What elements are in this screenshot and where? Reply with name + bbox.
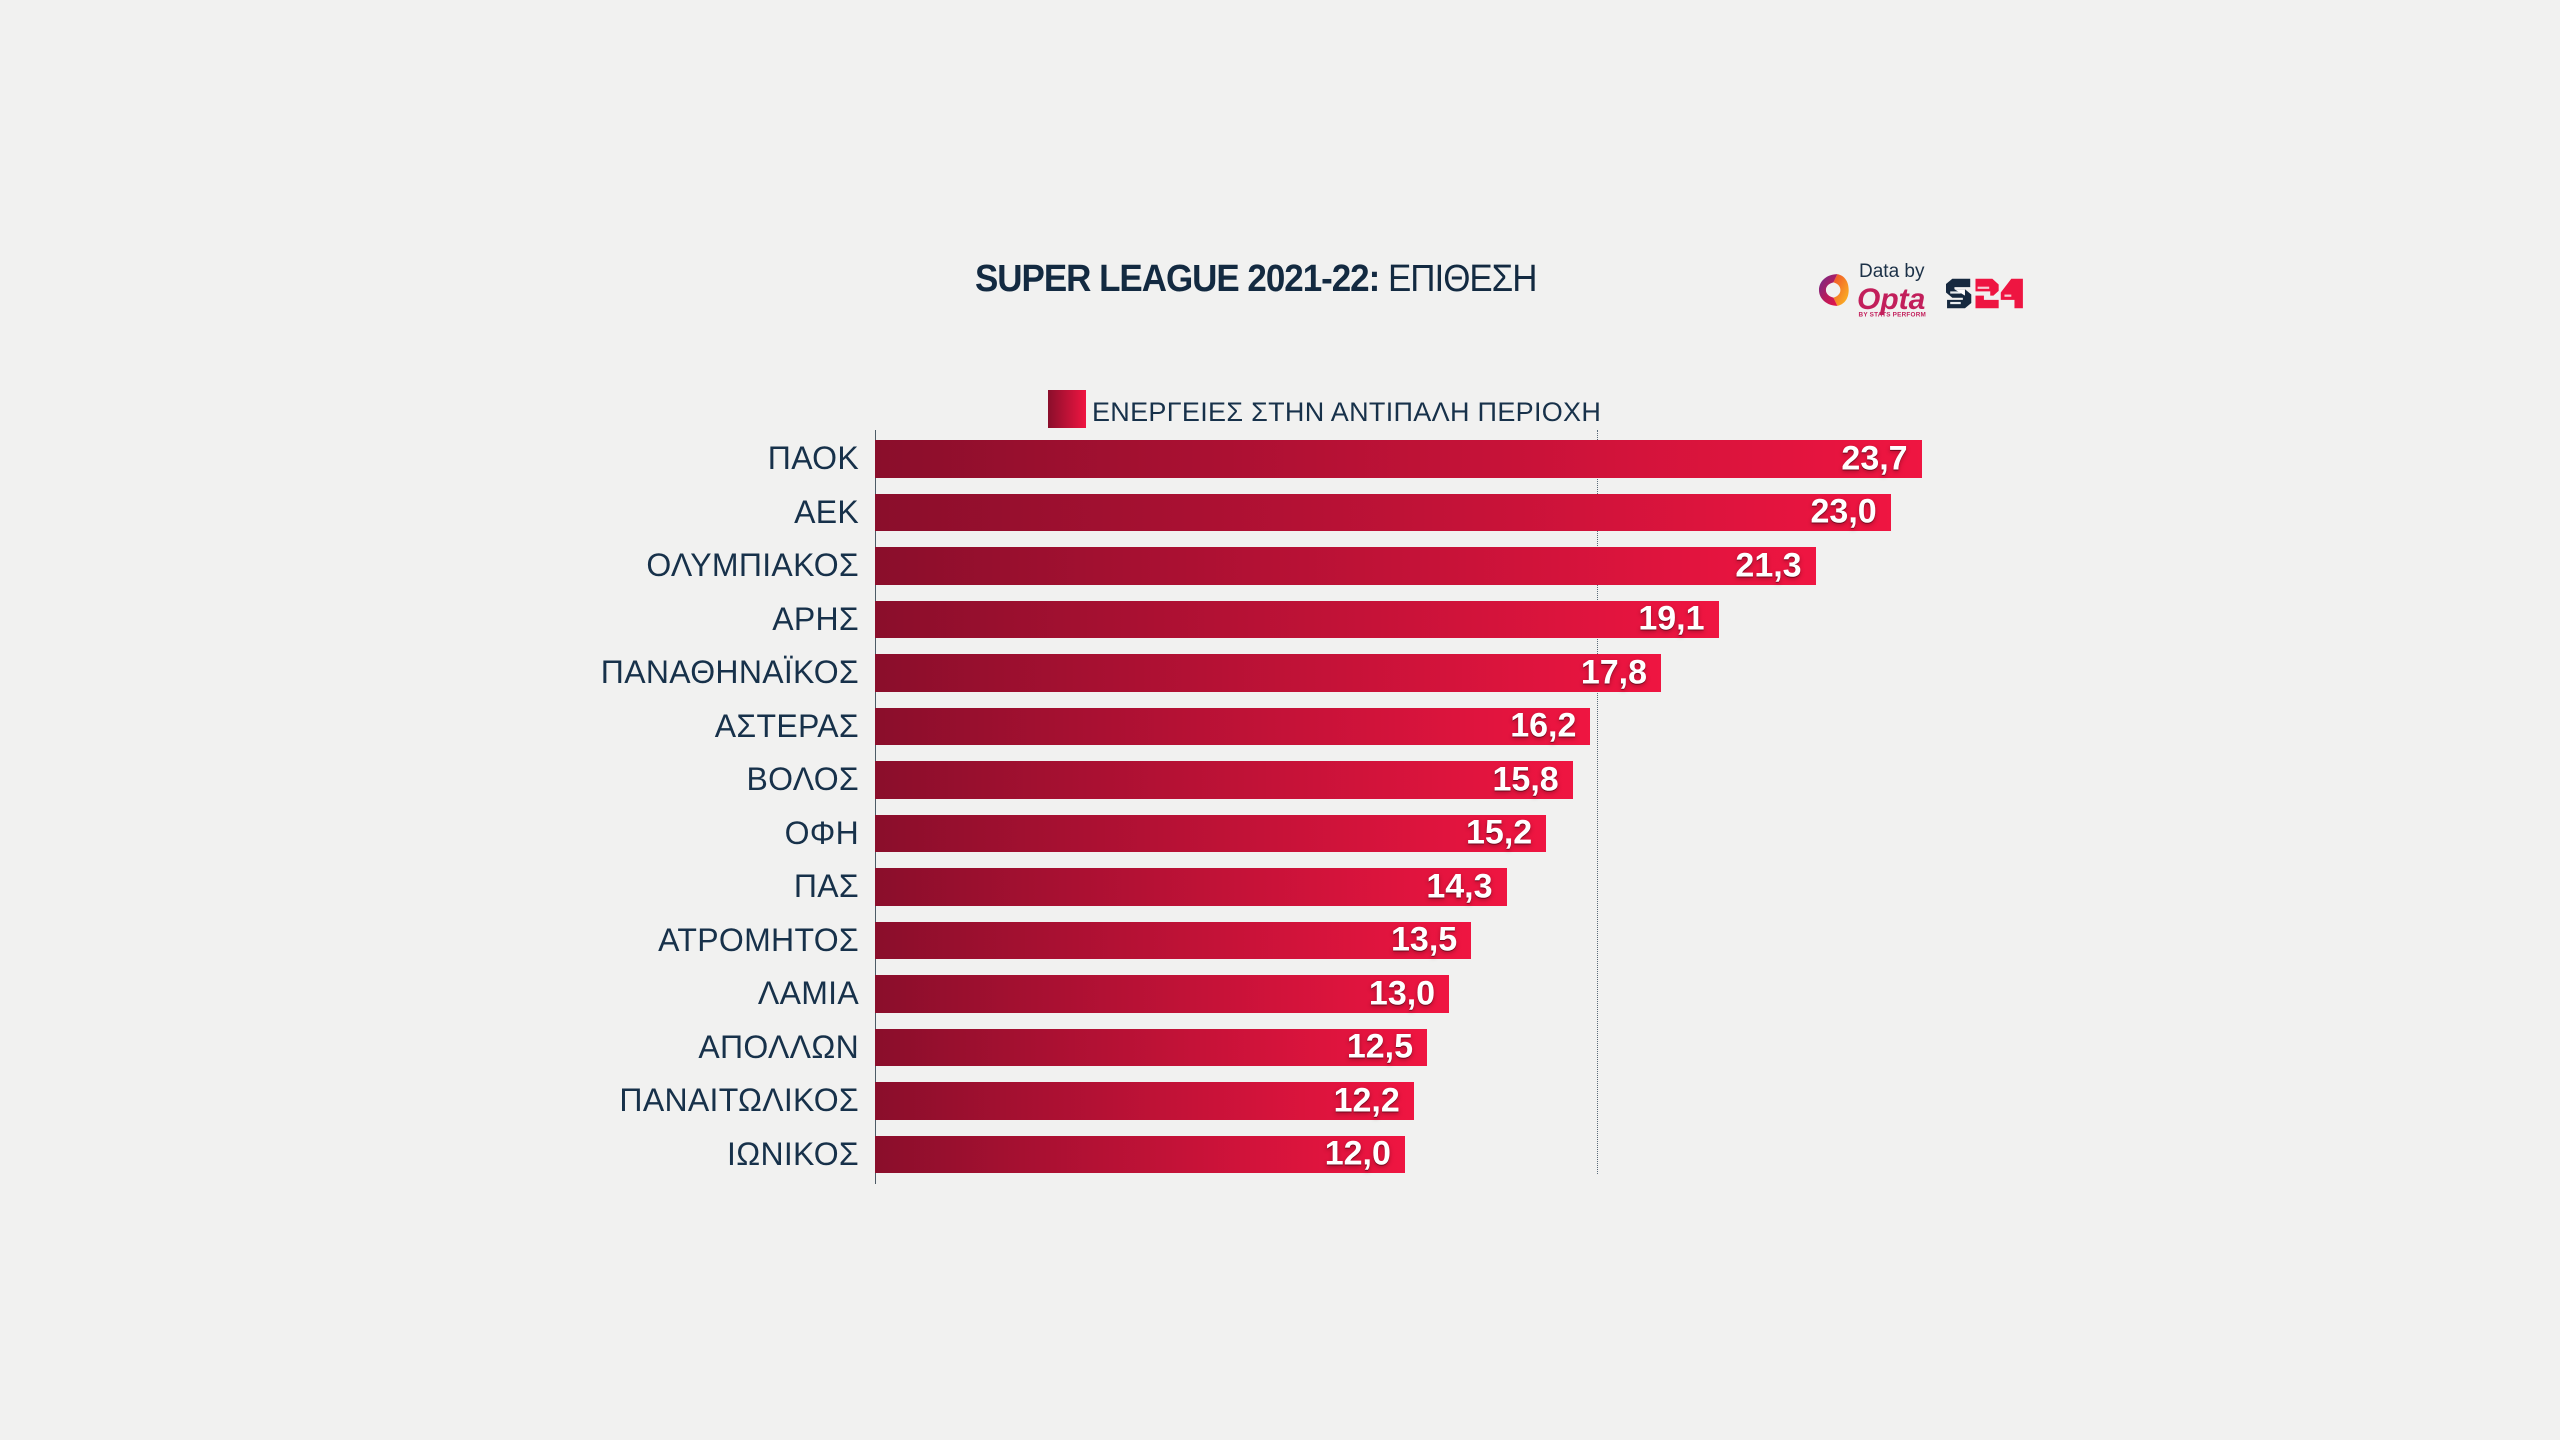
svg-text:BY STATS PERFORM: BY STATS PERFORM (1859, 311, 1927, 318)
